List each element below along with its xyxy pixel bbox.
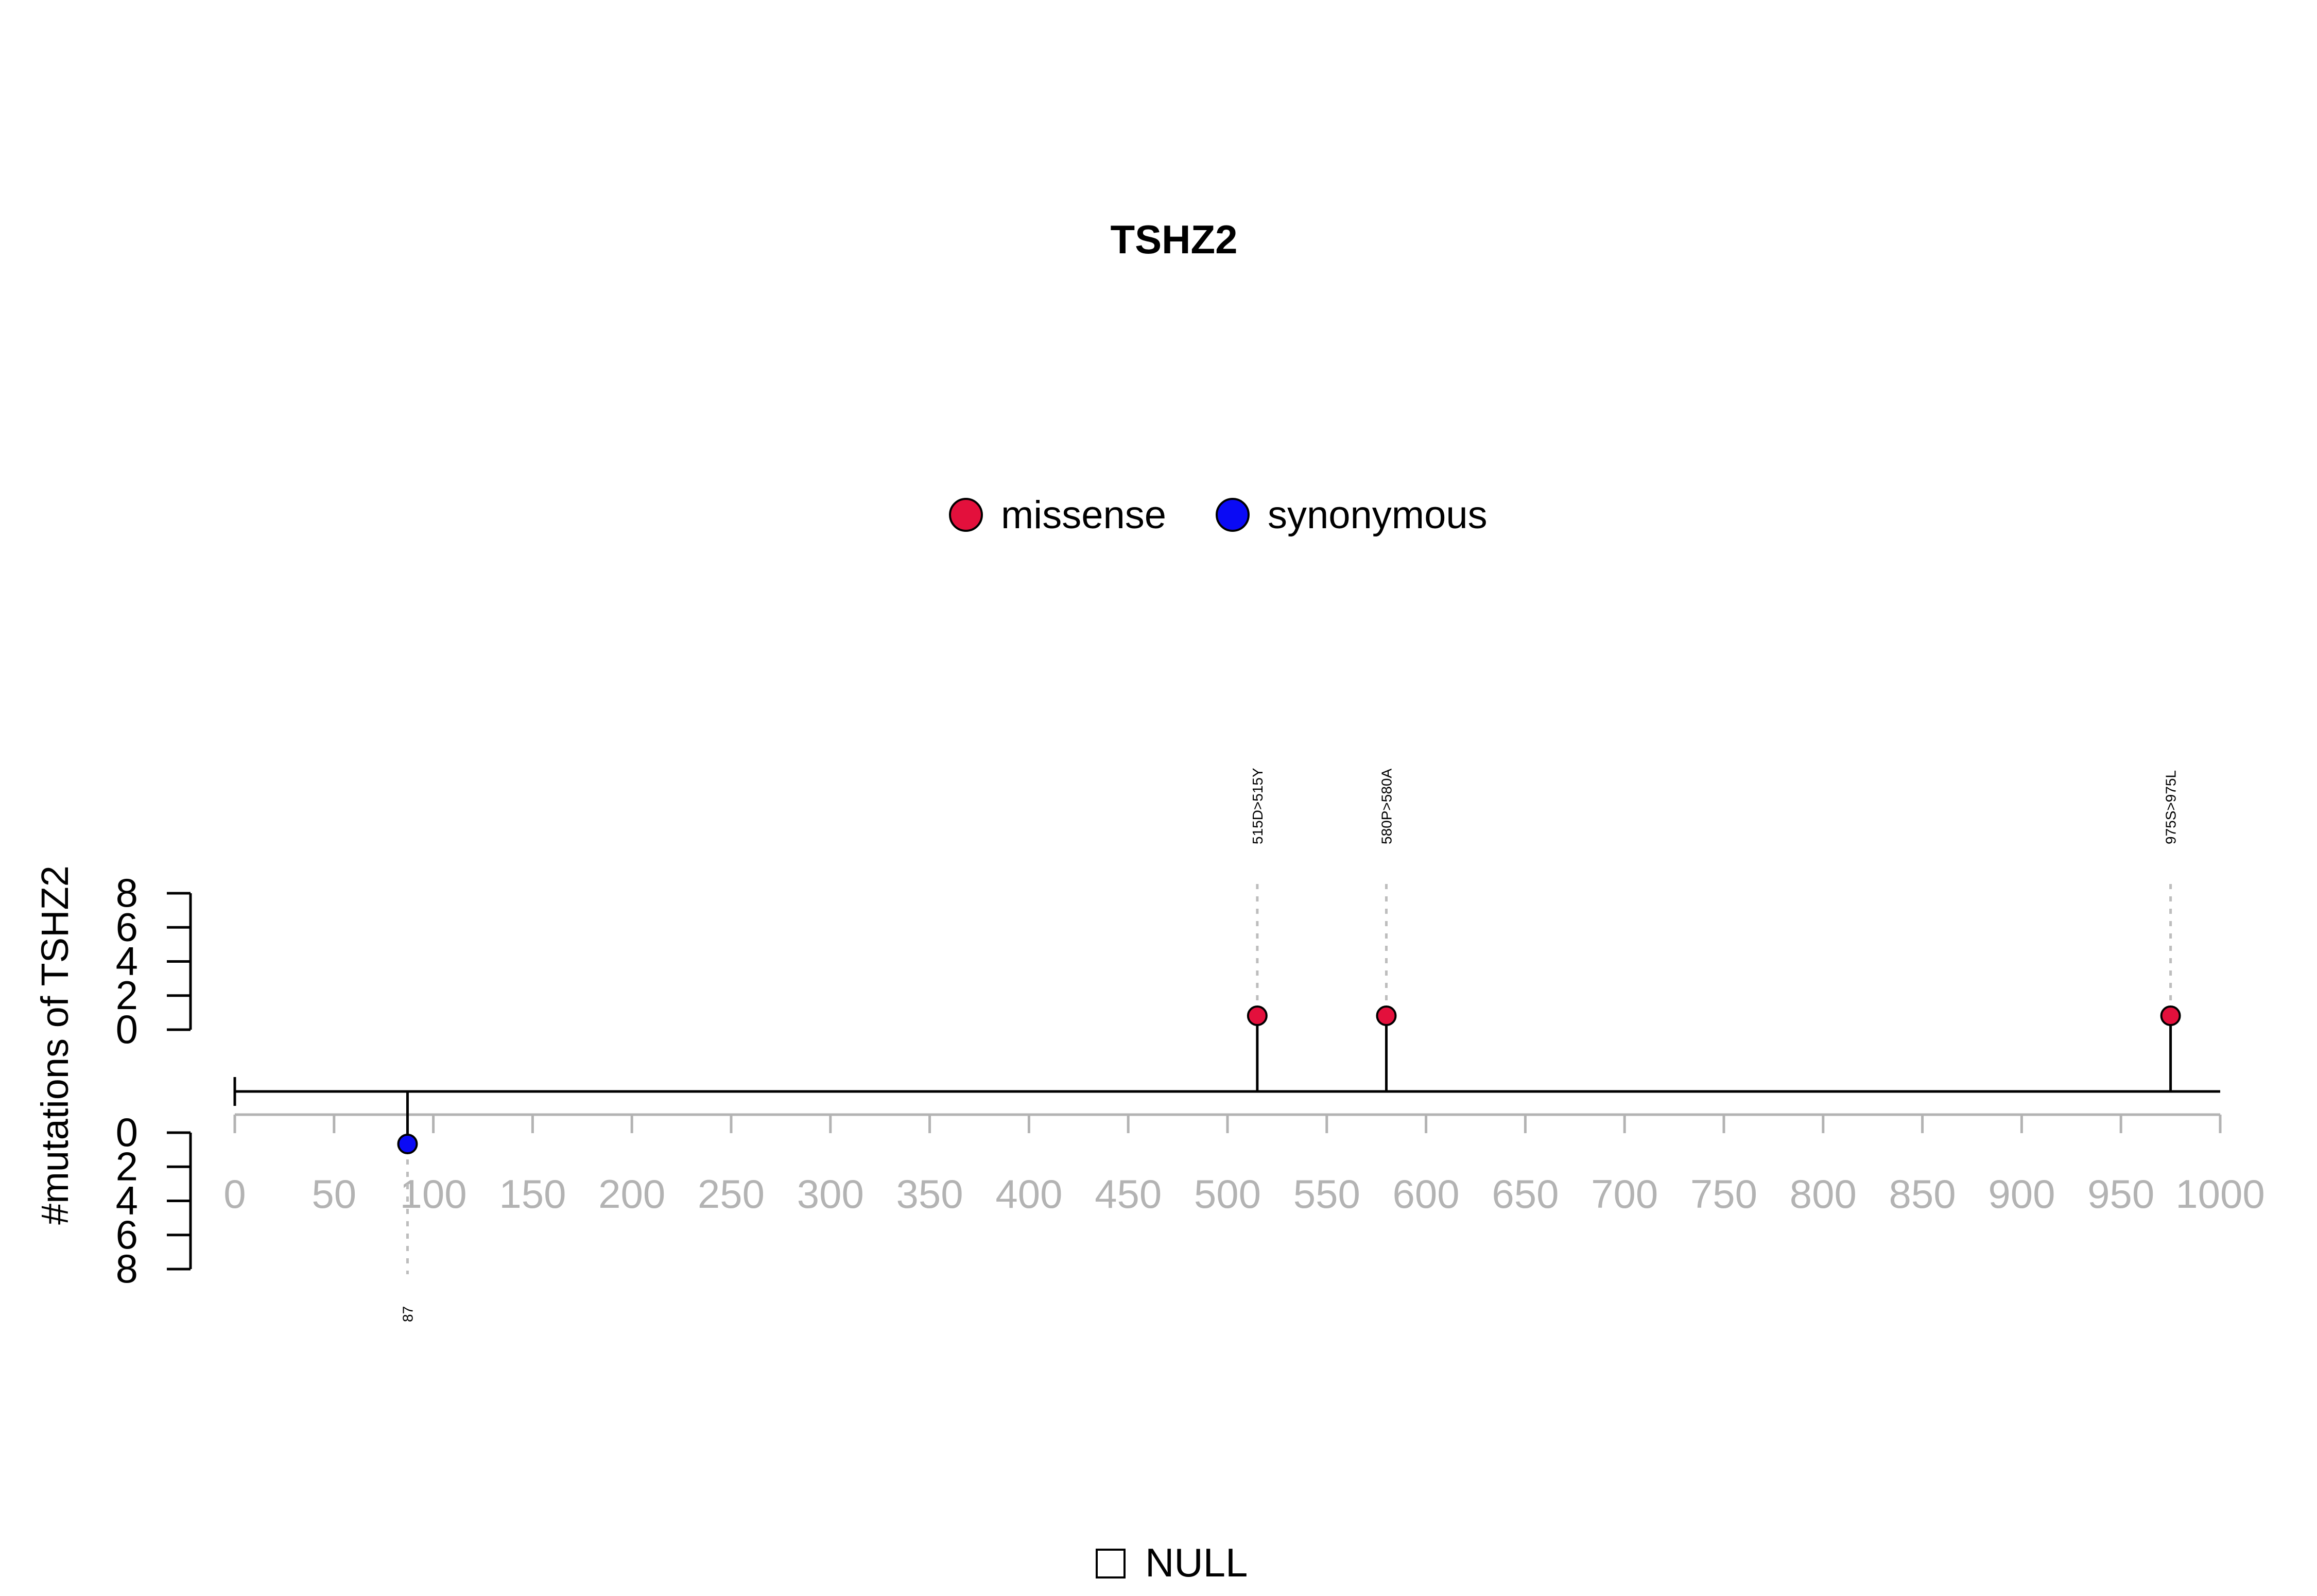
x-tick-label-0: 0 [223,1171,246,1217]
y-lower-tick-label-6: 6 [116,1212,138,1257]
x-tick-label-250: 250 [698,1171,765,1217]
x-tick-label-700: 700 [1591,1171,1658,1217]
x-tick-label-650: 650 [1492,1171,1559,1217]
legend-swatch-synonymous [1216,498,1250,532]
lollipop-label-87: 87 [400,1306,416,1322]
x-tick-label-400: 400 [995,1171,1062,1217]
y-lower-tick-label-0: 0 [116,1109,138,1155]
x-tick-label-550: 550 [1293,1171,1360,1217]
x-tick-label-150: 150 [499,1171,566,1217]
x-tick-label-500: 500 [1194,1171,1261,1217]
y-lower-tick-label-8: 8 [116,1246,138,1291]
x-tick-label-50: 50 [312,1171,356,1217]
legend-label-synonymous: synonymous [1268,493,1488,537]
lollipop-head-87 [397,1134,418,1154]
x-tick-label-800: 800 [1790,1171,1857,1217]
lollipop-label-580: 580P>580A [1378,769,1394,844]
y-axis-label: #mutations of TSHZ2 [33,865,76,1225]
axes: 0 50 100 150 200 250 300 350 400 450 500 550 600 650 7… [116,870,2265,1291]
lollipop-label-515: 515D>515Y [1250,768,1266,844]
x-tick-label-900: 900 [1988,1171,2055,1217]
x-tick-label-1000: 1000 [2175,1171,2265,1217]
legend-swatch-missense [949,498,983,532]
lollipop-head-515 [1247,1005,1268,1026]
y-lower-tick-label-4: 4 [116,1178,138,1223]
x-tick-label-600: 600 [1393,1171,1460,1217]
lollipop-head-975 [2160,1005,2181,1026]
x-tick-label-350: 350 [896,1171,963,1217]
x-tick-label-100: 100 [400,1171,467,1217]
y-upper-tick-label-4: 4 [116,939,138,984]
x-tick-label-300: 300 [797,1171,864,1217]
y-lower-tick-label-2: 2 [116,1143,138,1189]
y-upper-tick-label-6: 6 [116,904,138,949]
domain-legend-label: NULL [1145,1540,1248,1585]
y-upper-tick-label-2: 2 [116,973,138,1018]
x-tick-label-950: 950 [2087,1171,2154,1217]
x-tick-label-450: 450 [1095,1171,1162,1217]
lollipop-label-975: 975S>975L [2163,770,2179,844]
chart-marks: 87 515D>515Y 580P>580A 975S>975L [397,768,2181,1322]
x-tick-label-850: 850 [1889,1171,1956,1217]
x-tick-label-750: 750 [1690,1171,1757,1217]
y-upper-tick-label-8: 8 [116,870,138,915]
domain-legend: NULL [1096,1540,1248,1585]
legend-label-missense: missense [1001,493,1166,537]
y-upper-tick-label-0: 0 [116,1007,138,1052]
x-tick-label-200: 200 [598,1171,665,1217]
legend: missense synonymous [949,493,1488,537]
chart-title: TSHZ2 [1110,217,1237,262]
lollipop-head-580 [1376,1005,1397,1026]
domain-legend-swatch [1096,1549,1126,1578]
